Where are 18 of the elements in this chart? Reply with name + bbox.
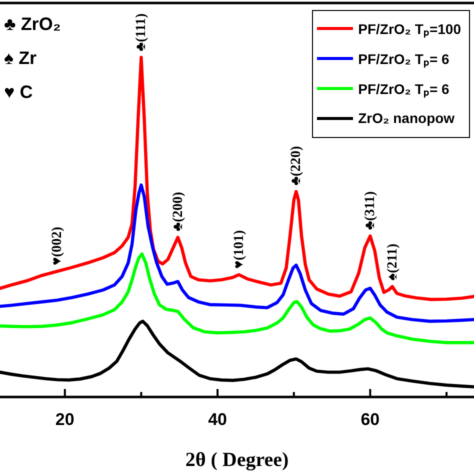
legend-label: PF/ZrO₂ Tₚ= 6 <box>358 50 450 68</box>
legend-label: PF/ZrO₂ Tₚ=100 <box>358 20 461 38</box>
text: ♣ ZrO₂ <box>4 14 61 34</box>
x-tick-label: 20 <box>55 410 74 429</box>
annotation: ♣(200) <box>170 192 186 232</box>
x-tick-label: 40 <box>208 410 227 429</box>
annotation: ♥(101) <box>231 230 246 269</box>
legend-label: PF/ZrO₂ Tₚ= 6 <box>358 80 450 98</box>
annotation: ♣(111) <box>134 13 149 52</box>
annotation: ♥ C <box>4 82 33 102</box>
annotation: ♣(220) <box>288 146 304 186</box>
legend-label: ZrO₂ nanopow <box>358 110 455 126</box>
annotation: ♣(311) <box>362 190 378 230</box>
annotation: ♠ Zr <box>4 48 37 68</box>
x-axis-title: 2θ ( Degree) <box>185 449 289 471</box>
x-tick-label: 60 <box>360 410 380 429</box>
annotation: ♥(002) <box>50 226 65 266</box>
annotation: ♠(211) <box>384 243 400 281</box>
